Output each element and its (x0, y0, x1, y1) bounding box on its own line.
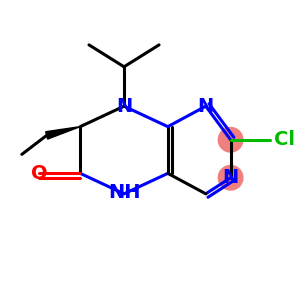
Polygon shape (46, 127, 80, 139)
Circle shape (218, 128, 243, 152)
Circle shape (218, 166, 243, 190)
Text: Cl: Cl (274, 130, 296, 149)
Text: N: N (116, 97, 132, 116)
Text: O: O (31, 164, 48, 183)
Text: NH: NH (108, 183, 140, 202)
Text: N: N (223, 168, 239, 187)
Text: N: N (198, 97, 214, 116)
